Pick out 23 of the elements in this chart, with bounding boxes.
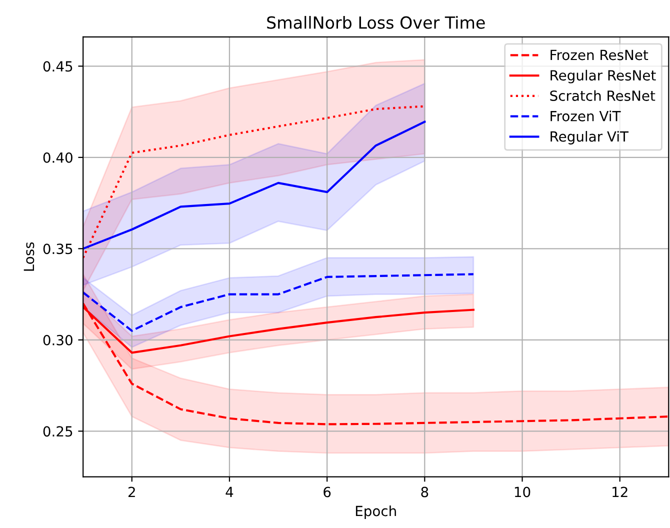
x-tick-label: 4: [226, 486, 234, 498]
x-tick-label: 8: [421, 486, 428, 498]
y-tick-label: 0.45: [43, 61, 72, 72]
y-tick-label: 0.35: [43, 244, 72, 254]
legend-label: Regular ResNet: [550, 70, 656, 84]
legend-label: Frozen ResNet: [550, 50, 648, 60]
legend-label: Regular ViT: [550, 131, 629, 144]
y-axis-title: Loss: [24, 242, 34, 271]
line-series: [83, 273, 475, 332]
x-tick-label: 12: [612, 486, 628, 498]
chart-title: SmallNorb Loss Over Time: [267, 16, 485, 29]
line-series: [83, 302, 669, 426]
y-tick-label: 0.25: [43, 426, 72, 437]
line-series: [83, 105, 426, 259]
y-tick-label: 0.40: [43, 152, 72, 163]
x-tick-label: 2: [128, 486, 135, 498]
legend-label: Scratch ResNet: [550, 90, 656, 101]
y-tick-label: 0.30: [43, 334, 72, 346]
x-axis-title: Epoch: [356, 506, 396, 519]
x-tick-label: 10: [514, 486, 530, 498]
x-tick-label: 6: [324, 486, 331, 498]
legend-label: Frozen ViT: [550, 110, 621, 122]
line-series: [83, 120, 426, 250]
